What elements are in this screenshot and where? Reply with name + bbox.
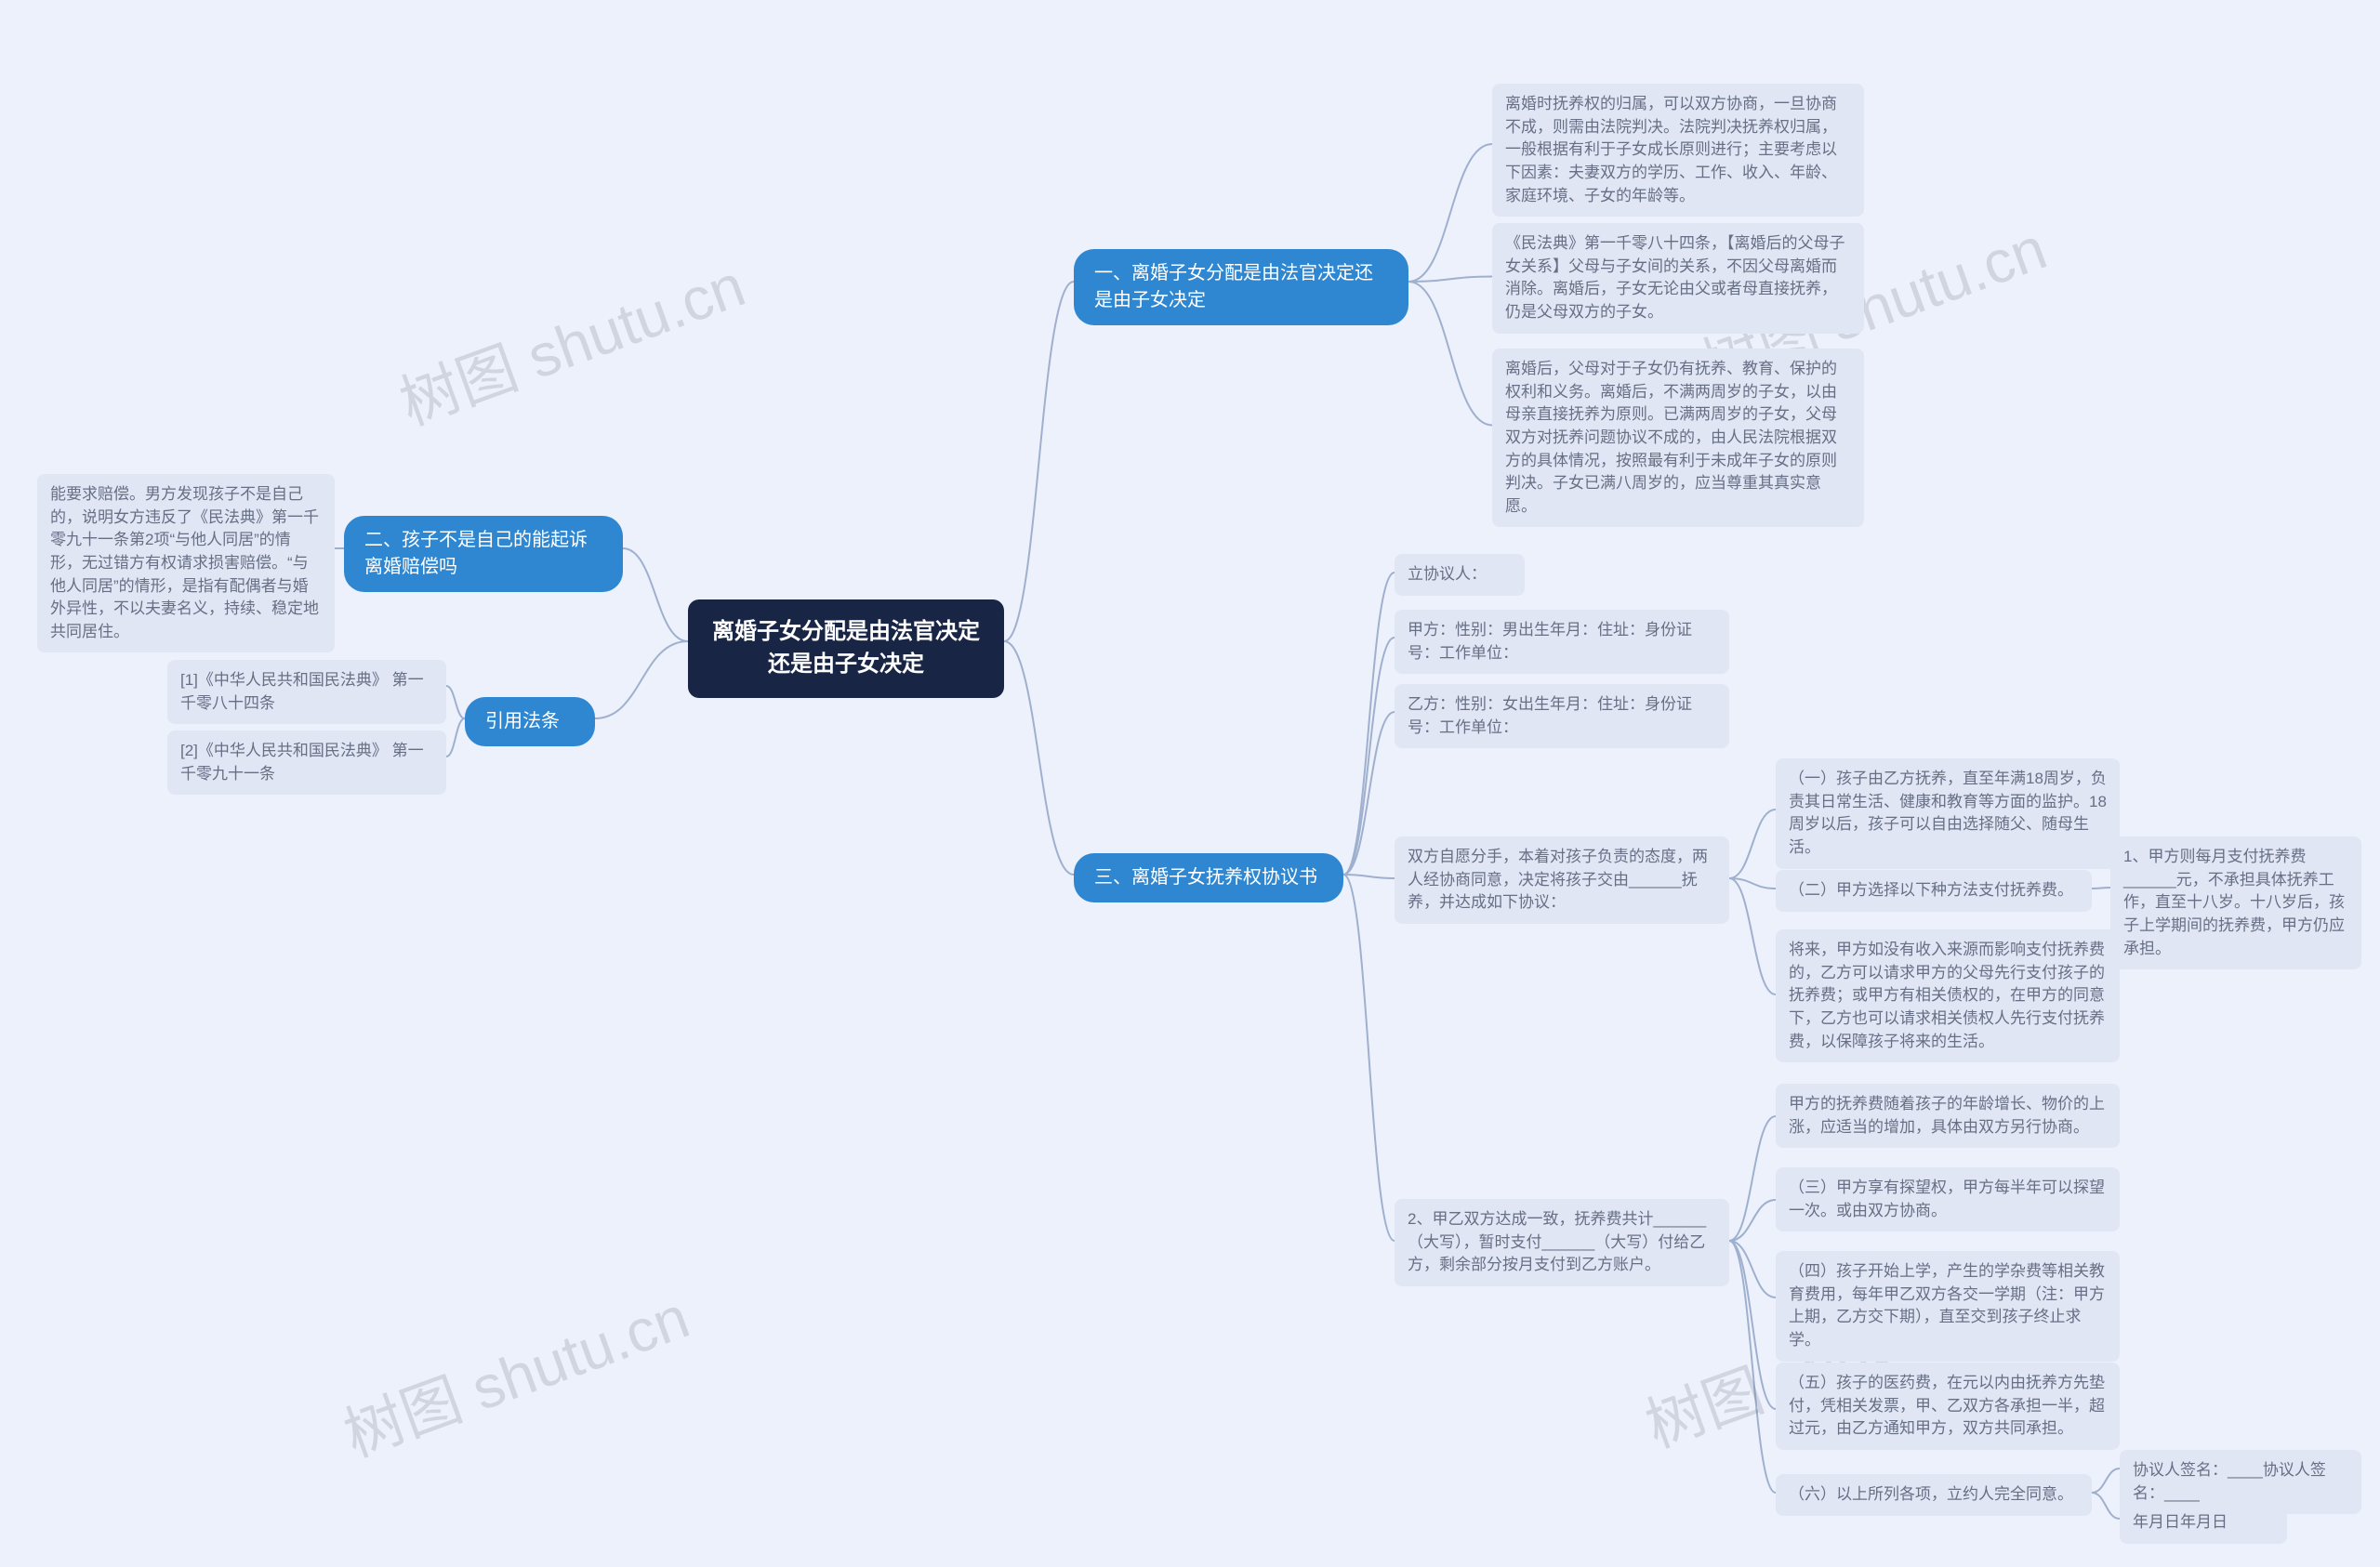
- leaf-node[interactable]: （五）孩子的医药费，在元以内由抚养方先垫付，凭相关发票，甲、乙双方各承担一半，超…: [1776, 1363, 2120, 1450]
- branch-node[interactable]: 一、离婚子女分配是由法官决定还是由子女决定: [1074, 249, 1408, 325]
- leaf-node[interactable]: 将来，甲方如没有收入来源而影响支付抚养费的，乙方可以请求甲方的父母先行支付孩子的…: [1776, 929, 2120, 1062]
- leaf-node[interactable]: 2、甲乙双方达成一致，抚养费共计______（大写），暂时支付______（大写…: [1395, 1199, 1729, 1286]
- branch-node[interactable]: 二、孩子不是自己的能起诉离婚赔偿吗: [344, 516, 623, 592]
- leaf-node[interactable]: 甲方的抚养费随着孩子的年龄增长、物价的上涨，应适当的增加，具体由双方另行协商。: [1776, 1084, 2120, 1148]
- leaf-node[interactable]: 离婚时抚养权的归属，可以双方协商，一旦协商不成，则需由法院判决。法院判决抚养权归…: [1492, 84, 1864, 217]
- leaf-node[interactable]: 能要求赔偿。男方发现孩子不是自己的，说明女方违反了《民法典》第一千零九十一条第2…: [37, 474, 335, 652]
- leaf-node[interactable]: 《民法典》第一千零八十四条，【离婚后的父母子女关系】父母与子女间的关系，不因父母…: [1492, 223, 1864, 334]
- leaf-node[interactable]: （六）以上所列各项，立约人完全同意。: [1776, 1474, 2092, 1516]
- watermark: 树图 shutu.cn: [387, 238, 755, 441]
- leaf-node[interactable]: 离婚后，父母对于子女仍有抚养、教育、保护的权利和义务。离婚后，不满两周岁的子女，…: [1492, 349, 1864, 527]
- leaf-node[interactable]: [2]《中华人民共和国民法典》 第一千零九十一条: [167, 731, 446, 795]
- leaf-node[interactable]: 双方自愿分手，本着对孩子负责的态度，两人经协商同意，决定将孩子交由______抚…: [1395, 836, 1729, 924]
- leaf-node[interactable]: [1]《中华人民共和国民法典》 第一千零八十四条: [167, 660, 446, 724]
- branch-node[interactable]: 三、离婚子女抚养权协议书: [1074, 853, 1343, 902]
- leaf-node[interactable]: （二）甲方选择以下种方法支付抚养费。: [1776, 870, 2092, 912]
- leaf-node[interactable]: （一）孩子由乙方抚养，直至年满18周岁，负责其日常生活、健康和教育等方面的监护。…: [1776, 758, 2120, 869]
- watermark: 树图 shutu.cn: [331, 1270, 699, 1473]
- leaf-node[interactable]: 1、甲方则每月支付抚养费______元，不承担具体抚养工作，直至十八岁。十八岁后…: [2110, 836, 2361, 969]
- leaf-node[interactable]: （四）孩子开始上学，产生的学杂费等相关教育费用，每年甲乙双方各交一学期（注：甲方…: [1776, 1251, 2120, 1362]
- leaf-node[interactable]: 乙方：性别：女出生年月：住址：身份证号：工作单位：: [1395, 684, 1729, 748]
- root-node[interactable]: 离婚子女分配是由法官决定还是由子女决定: [688, 599, 1004, 698]
- leaf-node[interactable]: 甲方：性别：男出生年月：住址：身份证号：工作单位：: [1395, 610, 1729, 674]
- leaf-node[interactable]: （三）甲方享有探望权，甲方每半年可以探望一次。或由双方协商。: [1776, 1167, 2120, 1231]
- leaf-node[interactable]: 立协议人：: [1395, 554, 1525, 596]
- leaf-node[interactable]: 年月日年月日: [2120, 1502, 2287, 1544]
- branch-node[interactable]: 引用法条: [465, 697, 595, 746]
